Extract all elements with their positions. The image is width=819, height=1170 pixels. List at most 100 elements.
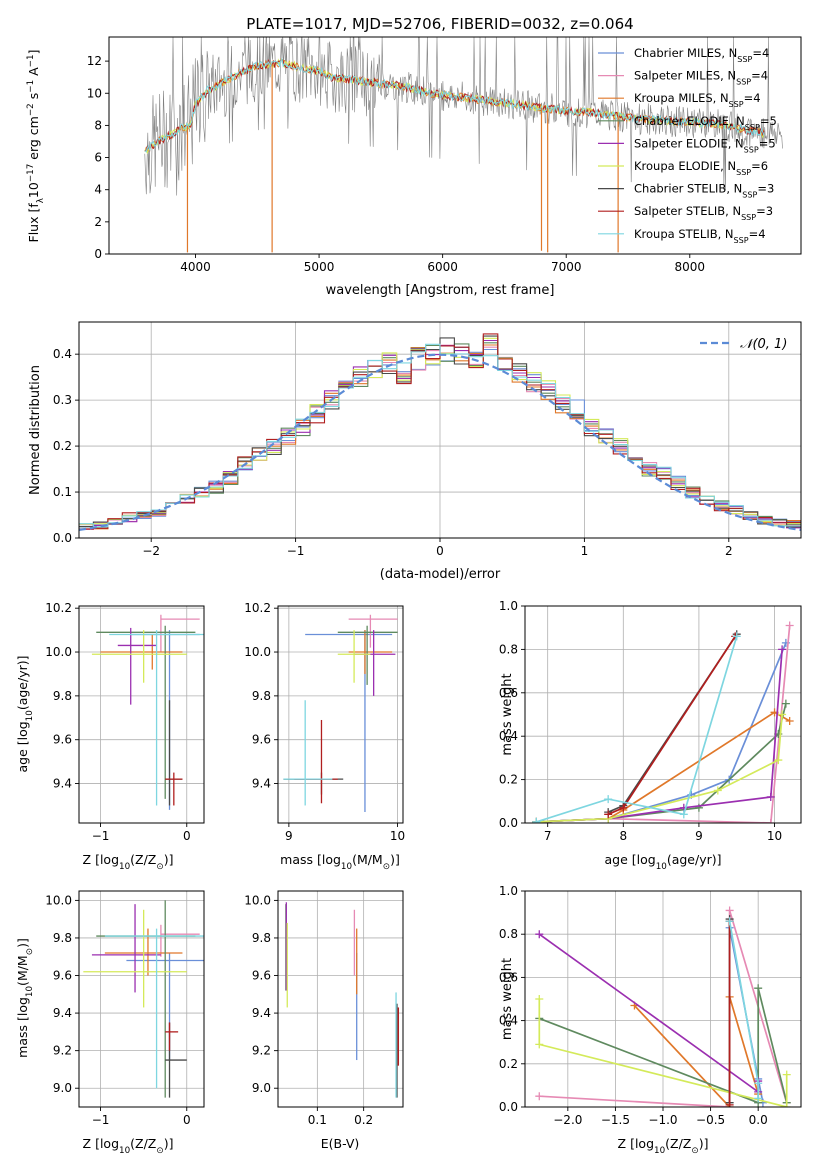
model-spectrum-line: [144, 57, 765, 153]
x-tick-label: 2: [725, 544, 733, 558]
spectrum-panel: 4000 5000 6000 7000 8000 0 2 4 6 8 10 12 Chabrier MI…: [26, 36, 802, 298]
weight-marker: [778, 710, 787, 719]
weight-marker: [782, 1103, 791, 1107]
y-tick-label: 9.6: [53, 733, 72, 747]
legend-label-part: =4: [752, 46, 769, 60]
x-tick-label: 8: [619, 829, 627, 843]
legend-label-part: SSP: [736, 77, 751, 86]
x-axis-label-part: (age/yr)]: [667, 852, 722, 867]
legend-label-part: =3: [756, 204, 773, 218]
y-tick-label: 9.0: [53, 1081, 72, 1095]
y-tick-label: 10.0: [45, 893, 72, 907]
weight-marker: [754, 1079, 763, 1088]
legend-label-part: =6: [751, 159, 768, 173]
weight-marker: [535, 1040, 544, 1049]
y-tick-label: 9.8: [252, 931, 271, 945]
y-tick-label: 0.4: [499, 729, 518, 743]
x-axis-label-part: Z [log: [83, 852, 119, 867]
mass-vs-ebv-panel: 0.1 0.2 9.0 9.2 9.4 9.6 9.8 10.0 E(B-V): [244, 890, 404, 1151]
x-axis-label-part: 10: [341, 862, 352, 872]
weight-marker: [754, 984, 763, 993]
y-tick-label: 0.1: [53, 485, 72, 499]
weight-marker: [604, 795, 613, 804]
y-tick-label: 9.2: [53, 1044, 72, 1058]
legend-label-part: Salpeter ELODIE, N: [634, 136, 744, 150]
weight-marker: [535, 995, 544, 1003]
y-axis-label-part: Flux [f: [26, 203, 41, 243]
x-tick-label: 8000: [675, 260, 706, 274]
x-axis-label-part: 10: [654, 1146, 665, 1156]
legend-label-part: SSP: [742, 190, 757, 199]
weight-marker: [679, 810, 688, 819]
y-tick-label: 9.8: [252, 689, 271, 703]
normal-distribution-curve: [79, 353, 801, 531]
y-tick-label: 9.4: [53, 777, 72, 791]
axes-frame: [78, 890, 205, 1108]
x-tick-label: 0.1: [308, 1113, 327, 1127]
plot-content: [91, 614, 204, 810]
weight-marker: [785, 717, 794, 726]
x-axis-label-part: 10: [119, 1146, 130, 1156]
x-tick-label: 0.2: [354, 1113, 373, 1127]
legend-label-part: SSP: [734, 235, 749, 244]
y-tick-label: 9.4: [252, 1006, 271, 1020]
y-axis-label-part: −2: [26, 103, 36, 116]
legend-label-part: SSP: [729, 100, 744, 109]
weight-marker: [532, 817, 541, 823]
y-tick-label: 0.4: [499, 1014, 518, 1028]
y-tick-label: 10.2: [45, 601, 72, 615]
weight-marker: [778, 645, 787, 654]
y-axis-label-part: mass [log: [15, 997, 30, 1058]
weight-marker: [782, 1070, 791, 1079]
weight-marker: [619, 803, 628, 812]
legend-label-part: =3: [757, 182, 774, 196]
y-axis-label-part: −1: [26, 80, 36, 93]
y-axis-label-part: λ: [36, 198, 46, 203]
x-tick-label: −2.0: [553, 1113, 582, 1127]
weight-marker: [766, 819, 775, 823]
y-axis-label: mass weight: [500, 958, 515, 1040]
x-tick-label: 1: [581, 544, 589, 558]
weight-marker: [725, 1100, 734, 1107]
x-tick-label: −1.5: [601, 1113, 630, 1127]
plot-area: [525, 606, 801, 823]
y-axis-label: Normed distribution: [28, 365, 43, 495]
plot-area: [79, 891, 204, 1107]
histogram-step-line: [79, 335, 801, 528]
x-axis-label-part: (Z/Z: [130, 852, 156, 867]
x-axis-label-part: (Z/Z: [130, 1136, 156, 1151]
x-tick-label: −1: [92, 1113, 110, 1127]
weight-series-line: [536, 636, 738, 823]
x-axis-label-part: 10: [656, 862, 667, 872]
legend-label-part: =4: [744, 91, 761, 105]
legend-label: Chabrier MILES, NSSP=4: [634, 46, 769, 64]
y-tick-label: 9.6: [252, 969, 271, 983]
x-tick-label: 9: [285, 829, 293, 843]
y-tick-label: 0.6: [499, 970, 518, 984]
weight-marker: [535, 930, 544, 939]
plot-content: [83, 900, 204, 1098]
x-tick-label: −1: [287, 544, 305, 558]
legend-label-part: =4: [751, 69, 768, 83]
x-axis-label-part: 10: [119, 862, 130, 872]
y-tick-label: 0.2: [499, 1057, 518, 1071]
weight-marker: [713, 786, 722, 795]
legend-label: Kroupa MILES, NSSP=4: [634, 91, 761, 109]
y-axis-label: mass [log10(M/M⊙)]: [15, 938, 35, 1058]
weight-series-line: [538, 987, 788, 1104]
y-tick-label: 4: [94, 183, 102, 197]
x-tick-label: 10: [390, 829, 405, 843]
y-tick-label: 8: [94, 118, 102, 132]
legend-label-part: Chabrier ELODIE, N: [634, 114, 745, 128]
legend-label-part: SSP: [745, 122, 760, 131]
weight-marker: [604, 810, 613, 819]
y-tick-label: 0.0: [499, 816, 518, 830]
y-axis-label-part: (age/yr)]: [15, 655, 30, 710]
y-tick-label: 9.2: [252, 1044, 271, 1058]
x-tick-label: −1: [92, 829, 110, 843]
legend-label-part: SSP: [736, 168, 751, 177]
y-axis-label-part: ]: [26, 50, 41, 55]
y-tick-label: 10.0: [244, 893, 271, 907]
